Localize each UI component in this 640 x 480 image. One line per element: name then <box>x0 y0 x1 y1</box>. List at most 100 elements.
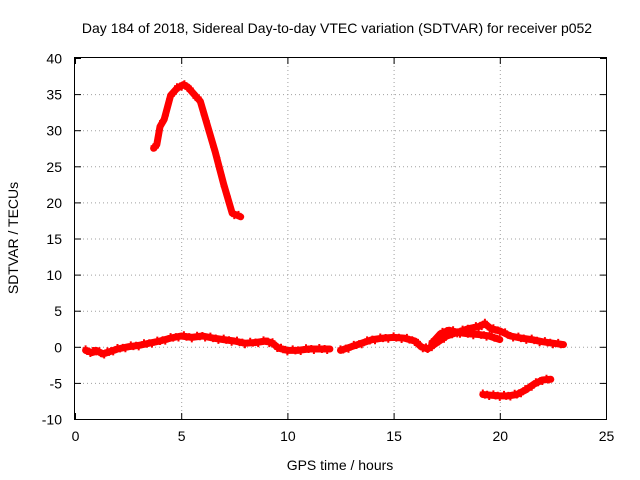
data-point-marker <box>390 332 397 339</box>
data-point-marker <box>226 336 232 343</box>
data-point-marker <box>167 93 174 100</box>
data-point-marker <box>155 133 162 140</box>
data-point-marker <box>324 348 331 354</box>
data-point-marker <box>164 104 171 111</box>
data-point-marker <box>494 391 501 398</box>
data-point-marker <box>545 377 552 384</box>
data-point-marker <box>222 188 229 195</box>
data-point-marker <box>485 322 492 329</box>
data-point-marker <box>541 337 548 344</box>
data-point-marker <box>220 334 227 341</box>
data-point-marker <box>515 332 522 339</box>
data-point-marker <box>187 85 194 92</box>
data-point-marker <box>239 338 246 345</box>
series-layer <box>82 80 567 401</box>
data-point-marker <box>183 82 190 89</box>
data-point-marker <box>490 390 497 397</box>
x-tick-label: 15 <box>386 428 402 444</box>
data-point-marker <box>518 391 524 398</box>
data-point-marker <box>172 87 179 94</box>
y-tick-label: 5 <box>54 303 62 319</box>
y-tick-label: -5 <box>50 375 63 391</box>
data-point-marker <box>467 330 474 336</box>
data-point-marker <box>494 326 501 333</box>
data-point-marker <box>479 389 486 396</box>
x-tick-label: 25 <box>599 428 615 444</box>
data-point-marker <box>431 338 437 345</box>
chart-title: Day 184 of 2018, Sidereal Day-to-day VTE… <box>82 20 592 36</box>
data-point-marker <box>450 326 457 333</box>
y-tick-label: 40 <box>46 51 62 67</box>
data-point-marker <box>207 133 214 140</box>
data-point-marker <box>200 111 207 118</box>
data-point-marker <box>216 166 223 173</box>
data-point-marker <box>534 336 540 343</box>
data-point-marker <box>535 380 541 387</box>
ticks: 0 5 10 15 20 25 -10 -5 0 5 10 15 20 25 30 35 40 <box>42 51 615 445</box>
data-point-marker <box>224 193 231 200</box>
data-point-marker <box>481 318 488 325</box>
data-point-marker <box>480 331 487 338</box>
plot-frame <box>74 57 607 420</box>
x-tick-label: 0 <box>72 428 80 444</box>
data-point-marker <box>205 128 212 135</box>
data-point-marker <box>203 118 210 124</box>
data-point-marker <box>218 172 225 179</box>
data-point-marker <box>202 114 209 121</box>
data-point-marker <box>96 347 103 354</box>
data-point-marker <box>524 386 531 393</box>
data-point-marker <box>415 338 421 345</box>
data-point-marker <box>395 333 402 340</box>
data-point-marker <box>220 183 227 190</box>
data-point-marker <box>212 148 219 155</box>
data-point-marker <box>513 392 520 399</box>
data-point-marker <box>520 334 527 341</box>
data-point-marker <box>507 332 514 338</box>
data-point-marker <box>234 336 240 343</box>
y-axis-label: SDTVAR / TECUs <box>5 182 21 294</box>
data-point-marker <box>197 99 204 106</box>
data-point-marker <box>547 338 554 345</box>
data-point-marker <box>484 390 491 397</box>
data-point-marker <box>490 324 497 331</box>
data-point-marker <box>528 334 535 341</box>
data-point-marker <box>272 341 279 348</box>
data-point-marker <box>229 209 236 216</box>
data-point-marker <box>180 331 187 338</box>
y-tick-label: 15 <box>46 231 62 247</box>
data-point-marker <box>210 143 217 150</box>
y-tick-label: 0 <box>54 339 62 355</box>
y-tick-label: 25 <box>46 159 62 175</box>
data-point-marker <box>162 112 169 119</box>
y-tick-label: 30 <box>46 123 62 139</box>
data-point-marker <box>160 119 167 126</box>
data-point-marker <box>488 331 495 338</box>
data-point-marker <box>214 155 221 161</box>
data-point-marker <box>153 141 160 148</box>
data-point-marker <box>494 334 501 341</box>
y-tick-label: 20 <box>46 195 62 211</box>
data-point-marker <box>170 90 177 97</box>
data-point-marker <box>528 384 535 391</box>
x-tick-label: 5 <box>178 428 186 444</box>
data-point-marker <box>186 333 193 340</box>
data-point-marker <box>441 336 447 343</box>
data-point-marker <box>435 335 442 342</box>
data-point-marker <box>555 338 562 345</box>
data-point-marker <box>198 102 205 109</box>
data-point-marker <box>502 328 509 335</box>
y-tick-label: -10 <box>42 412 62 428</box>
y-tick-label: 35 <box>46 87 62 103</box>
data-point-marker <box>190 90 197 97</box>
data-point-marker <box>269 338 276 345</box>
grid <box>75 58 606 419</box>
data-point-marker <box>227 204 234 210</box>
y-tick-label: 10 <box>46 267 62 283</box>
data-point-marker <box>235 210 242 217</box>
data-point-marker <box>454 328 461 335</box>
x-tick-label: 10 <box>280 428 296 444</box>
data-point-marker <box>278 343 284 350</box>
data-point-marker <box>207 332 214 339</box>
x-tick-label: 20 <box>493 428 509 444</box>
